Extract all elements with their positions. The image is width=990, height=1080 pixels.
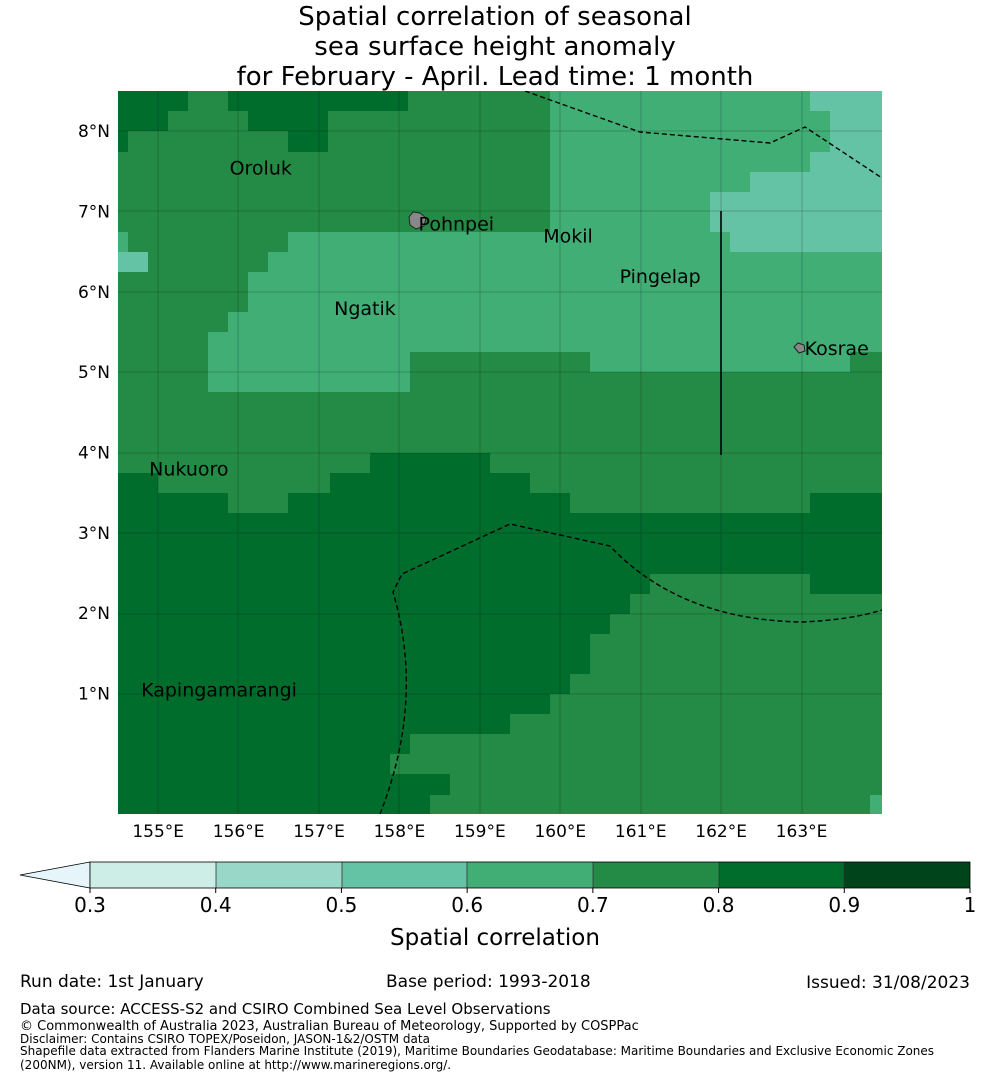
kosrae-island-shape bbox=[793, 342, 806, 354]
place-label-oroluk: Oroluk bbox=[230, 157, 292, 179]
colorbar-segment-0.3-0.4 bbox=[90, 862, 216, 888]
title-line-3: for February - April. Lead time: 1 month bbox=[236, 62, 754, 92]
place-label-pingelap: Pingelap bbox=[620, 266, 701, 288]
shapefile-credit-1: Shapefile data extracted from Flanders M… bbox=[20, 1044, 935, 1058]
colorbar-tick-label: 0.4 bbox=[200, 893, 232, 917]
lon-label: 161°E bbox=[615, 822, 667, 842]
chart-title: Spatial correlation of seasonal sea surf… bbox=[0, 2, 990, 92]
disclaimer: Disclaimer: Contains CSIRO TOPEX/Poseido… bbox=[20, 1032, 430, 1046]
run-date: Run date: 1st January bbox=[20, 972, 204, 992]
lat-label: 6°N bbox=[78, 283, 110, 303]
lat-label: 3°N bbox=[78, 524, 110, 544]
colorbar: 0.3 0.4 0.5 0.6 0.7 0.8 0.9 1 Spatial correlati… bbox=[19, 861, 976, 951]
place-label-nukuoro: Nukuoro bbox=[149, 459, 228, 481]
copyright: © Commonwealth of Australia 2023, Austra… bbox=[20, 1019, 639, 1034]
place-label-mokil: Mokil bbox=[543, 226, 593, 248]
lat-label: 5°N bbox=[78, 363, 110, 383]
field-band-0.6-0.7 bbox=[208, 91, 882, 392]
colorbar-tick-label: 0.5 bbox=[326, 893, 358, 917]
lat-label: 2°N bbox=[78, 604, 110, 624]
lon-label: 157°E bbox=[293, 822, 345, 842]
pohnpei-island-shape bbox=[408, 211, 427, 230]
lon-label: 163°E bbox=[776, 822, 828, 842]
title-line-1: Spatial correlation of seasonal bbox=[298, 2, 692, 32]
colorbar-tick-label: 0.6 bbox=[451, 893, 483, 917]
lat-label: 1°N bbox=[78, 685, 110, 705]
longitude-axis: 155°E 156°E 157°E 158°E 159°E 160°E 161°E 162°E… bbox=[132, 822, 827, 842]
field-band-0.8-0.9-north bbox=[118, 91, 408, 152]
field-band-0.5-0.6-east bbox=[710, 91, 882, 252]
field-band-0.8-0.9-south bbox=[118, 453, 882, 814]
colorbar-tick-label: 0.7 bbox=[577, 893, 609, 917]
colorbar-segment-0.9-1 bbox=[844, 862, 970, 888]
lat-label: 4°N bbox=[78, 444, 110, 464]
lon-label: 155°E bbox=[132, 822, 184, 842]
colorbar-tick-label: 0.8 bbox=[703, 893, 735, 917]
place-labels: Oroluk Pohnpei Mokil Pingelap Ngatik Kosrae Nu… bbox=[141, 157, 869, 701]
shapefile-credit-2: (200NM), version 11. Available online at… bbox=[20, 1058, 452, 1072]
lon-label: 160°E bbox=[534, 822, 586, 842]
colorbar-tick-label: 0.3 bbox=[74, 893, 106, 917]
lat-label: 8°N bbox=[78, 122, 110, 142]
colorbar-segment-0.4-0.5 bbox=[216, 862, 342, 888]
colorbar-tick-label: 0.9 bbox=[828, 893, 860, 917]
title-line-2: sea surface height anomaly bbox=[314, 32, 676, 62]
colorbar-segment-0.5-0.6 bbox=[342, 862, 467, 888]
colorbar-segment-0.6-0.7 bbox=[467, 862, 593, 888]
colorbar-tick-label: 1 bbox=[964, 893, 977, 917]
lon-label: 162°E bbox=[695, 822, 747, 842]
lon-label: 159°E bbox=[454, 822, 506, 842]
latitude-axis: 8°N 7°N 6°N 5°N 4°N 3°N 2°N 1°N bbox=[78, 122, 110, 704]
colorbar-segment-0.8-0.9 bbox=[719, 862, 844, 888]
gridlines bbox=[118, 91, 882, 814]
base-period: Base period: 1993-2018 bbox=[386, 972, 591, 992]
lat-label: 7°N bbox=[78, 203, 110, 223]
place-label-ngatik: Ngatik bbox=[334, 298, 396, 320]
colorbar-segment-0.7-0.8 bbox=[593, 862, 719, 888]
colorbar-label: Spatial correlation bbox=[390, 925, 600, 951]
place-label-kapingamarangi: Kapingamarangi bbox=[141, 679, 297, 701]
place-label-pohnpei: Pohnpei bbox=[419, 214, 495, 236]
colorbar-extend-arrow bbox=[19, 861, 91, 889]
data-source: Data source: ACCESS-S2 and CSIRO Combine… bbox=[20, 1000, 551, 1018]
place-label-kosrae: Kosrae bbox=[805, 338, 869, 360]
correlation-field bbox=[118, 91, 882, 814]
lon-label: 156°E bbox=[213, 822, 265, 842]
lon-label: 158°E bbox=[374, 822, 426, 842]
eez-boundaries bbox=[379, 91, 882, 814]
issued-date: Issued: 31/08/2023 bbox=[806, 973, 970, 993]
colorbar-ticks: 0.3 0.4 0.5 0.6 0.7 0.8 0.9 1 bbox=[74, 888, 976, 917]
